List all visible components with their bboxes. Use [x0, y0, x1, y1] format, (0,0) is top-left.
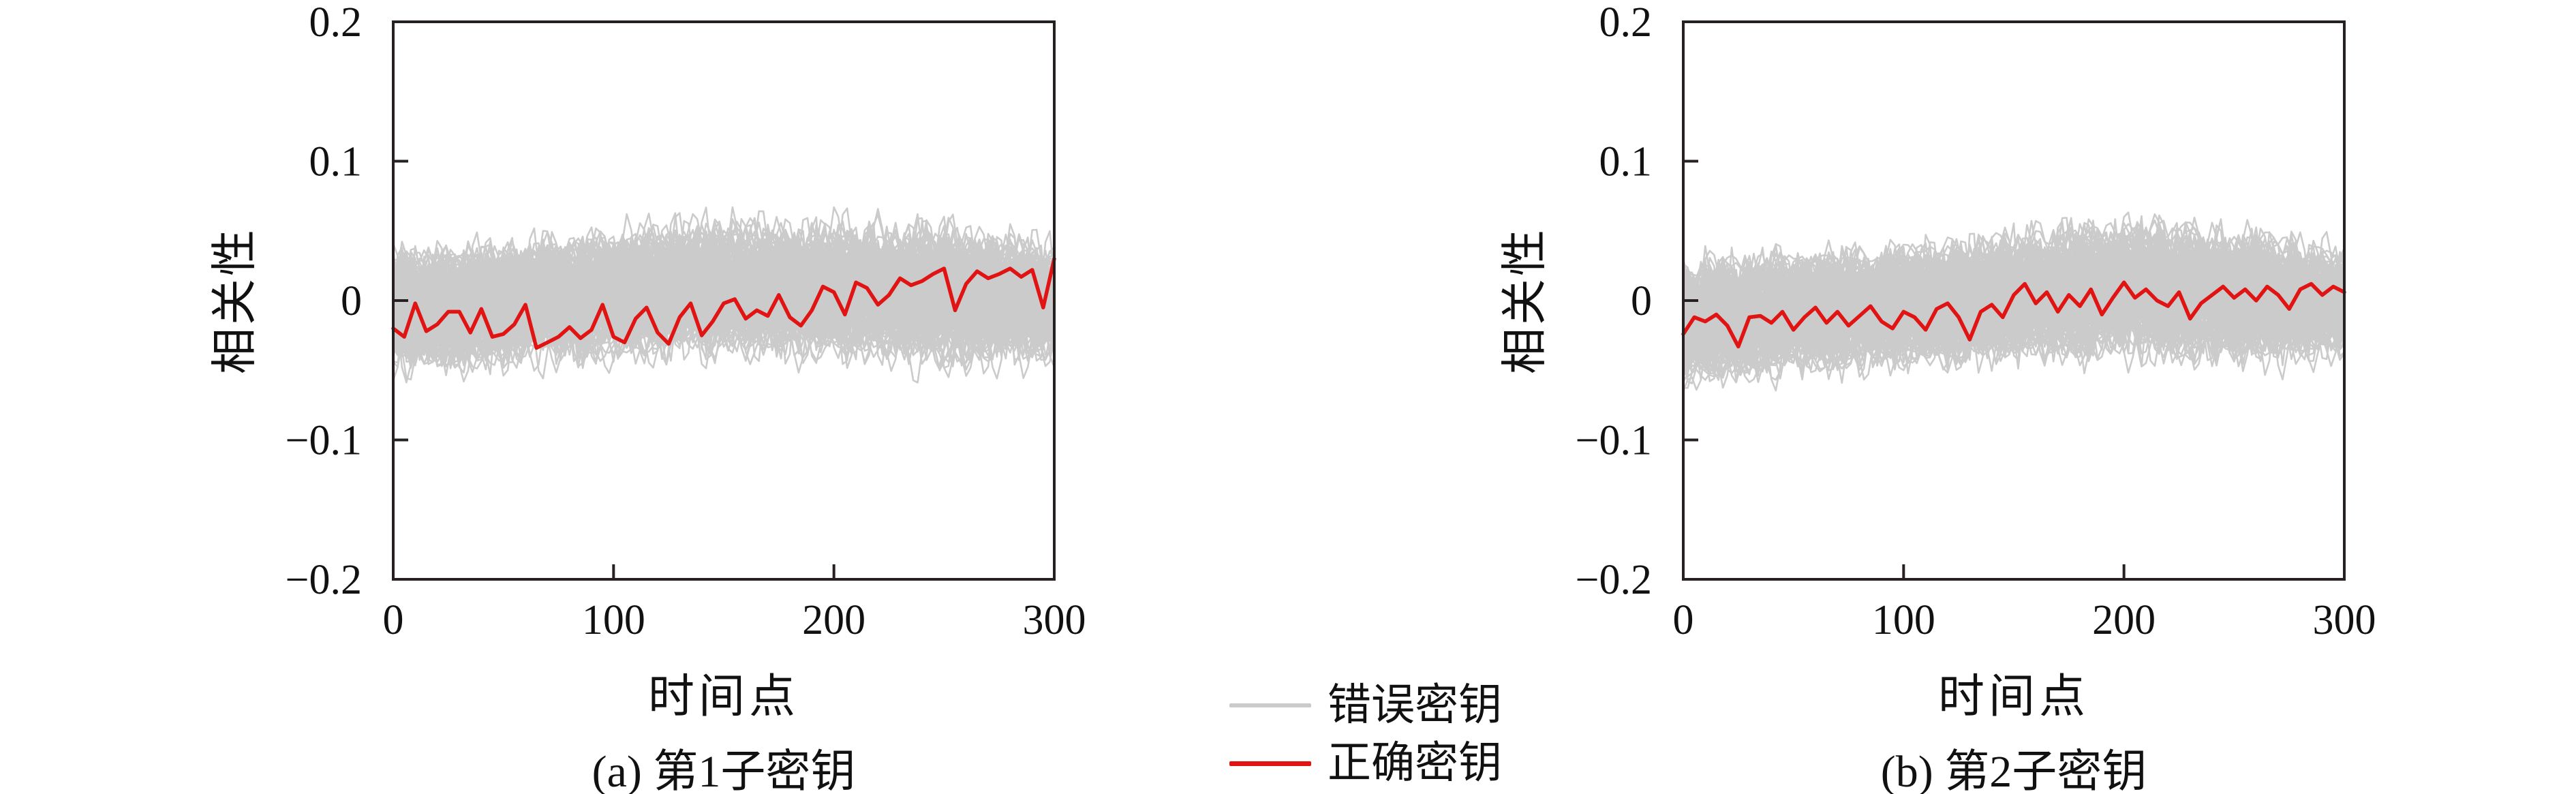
y-axis-title-a: 相关性: [209, 226, 261, 375]
wrong-key-trace: [392, 288, 1055, 381]
y-tick-label: 0.1: [1599, 139, 1653, 185]
legend-item-wrong-key: 错误密钥: [1229, 681, 1502, 730]
x-axis-title-b: 时间点: [1937, 671, 2090, 722]
wrong-key-trace: [392, 242, 1056, 317]
y-tick-label: −0.1: [1576, 418, 1652, 464]
chart-b: 0.2 0.1 0 −0.1 −0.2 0 100 200 300 相关性 时间点 (b) 第2…: [1290, 0, 2576, 794]
x-tick-label: 200: [2092, 597, 2156, 643]
wrong-key-trace: [392, 243, 1056, 366]
wrong-key-trace: [1682, 253, 2346, 356]
y-tick-label: 0: [1631, 278, 1652, 324]
correct-key-trace: [391, 256, 1056, 350]
legend: 错误密钥 正确密钥: [1229, 0, 1584, 794]
legend-item-correct-key: 正确密钥: [1229, 739, 1502, 788]
legend-label-correct-key: 正确密钥: [1328, 739, 1502, 787]
plot-area-a: 0.2 0.1 0 −0.1 −0.2 0 100 200 300: [286, 0, 1086, 643]
x-tick-label: 300: [1023, 597, 1086, 643]
legend-gray-line-swatch: [1229, 703, 1311, 707]
wrong-key-trace: [1682, 263, 2346, 367]
wrong-key-trace: [392, 213, 1055, 294]
wrong-key-trace: [392, 277, 1055, 367]
y-tick-label: 0.2: [309, 0, 363, 46]
x-tick-label: 200: [802, 597, 865, 643]
y-tick-label: −0.1: [286, 418, 362, 464]
x-tick-label: 0: [1673, 597, 1694, 643]
legend-red-line-swatch: [1229, 761, 1311, 766]
wrong-key-trace: [393, 311, 1056, 371]
y-tick-label: 0.1: [309, 139, 363, 185]
y-tick-label: −0.2: [286, 557, 362, 603]
x-tick-label: 0: [383, 597, 404, 643]
chart-caption-b: (b) 第2子密钥: [1880, 747, 2147, 794]
y-tick-label: 0: [341, 278, 362, 324]
wrong-key-trace: [392, 228, 1056, 330]
wrong-key-trace: [392, 242, 1056, 336]
chart-caption-a: (a) 第1子密钥: [592, 747, 856, 794]
wrong-key-trace: [1683, 276, 2345, 363]
correct-key-trace: [1681, 280, 2346, 349]
x-tick-label: 300: [2313, 597, 2376, 643]
plot-area-b: 0.2 0.1 0 −0.1 −0.2 0 100 200 300: [1576, 0, 2376, 643]
chart-a: 0.2 0.1 0 −0.1 −0.2 0 100 200 300 相关性 时间点 (a) 第1…: [209, 0, 1086, 794]
x-tick-label: 100: [1872, 597, 1935, 643]
legend-label-wrong-key: 错误密钥: [1328, 681, 1502, 729]
x-tick-label: 100: [582, 597, 645, 643]
wrong-key-trace: [392, 239, 1056, 331]
y-tick-label: 0.2: [1599, 0, 1653, 46]
y-tick-label: −0.2: [1576, 557, 1652, 603]
wrong-key-trace: [1682, 218, 2346, 327]
x-axis-title-a: 时间点: [647, 671, 800, 722]
